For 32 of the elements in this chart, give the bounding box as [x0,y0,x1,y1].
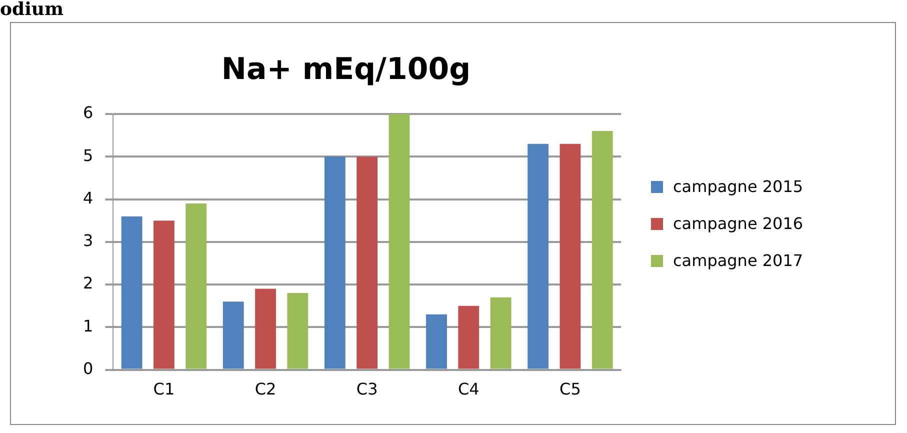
y-tick-label: 4 [82,188,94,208]
y-tick-label: 0 [82,358,94,378]
x-tick-label: C5 [560,380,581,399]
bar [324,156,346,369]
text: odium [0,0,64,20]
bar [186,204,207,369]
bar [222,302,244,369]
bar [592,131,613,369]
legend-label: campagne 2015 [673,177,804,196]
x-tick-label: C1 [153,380,175,399]
bar [255,288,276,369]
bar [560,144,581,369]
bar [490,297,512,369]
bar [287,293,308,369]
bar [388,114,410,369]
legend-label: campagne 2016 [673,214,804,233]
bar [154,220,174,369]
y-tick-label: 1 [82,316,94,336]
x-tick-label: C3 [356,380,378,399]
x-tick-label: C4 [458,380,480,399]
bar [356,156,378,369]
legend-label: campagne 2017 [673,251,804,270]
y-tick-label: 5 [82,146,94,165]
y-tick-label: 3 [82,231,94,250]
x-tick-label: C2 [254,380,276,399]
bar [121,216,142,369]
bar [528,144,549,369]
y-tick-label: 6 [82,103,94,122]
chart-title: Na+ mEq/100g [221,52,471,87]
bar [458,306,480,369]
bar [426,314,447,369]
y-tick-label: 2 [82,274,94,293]
